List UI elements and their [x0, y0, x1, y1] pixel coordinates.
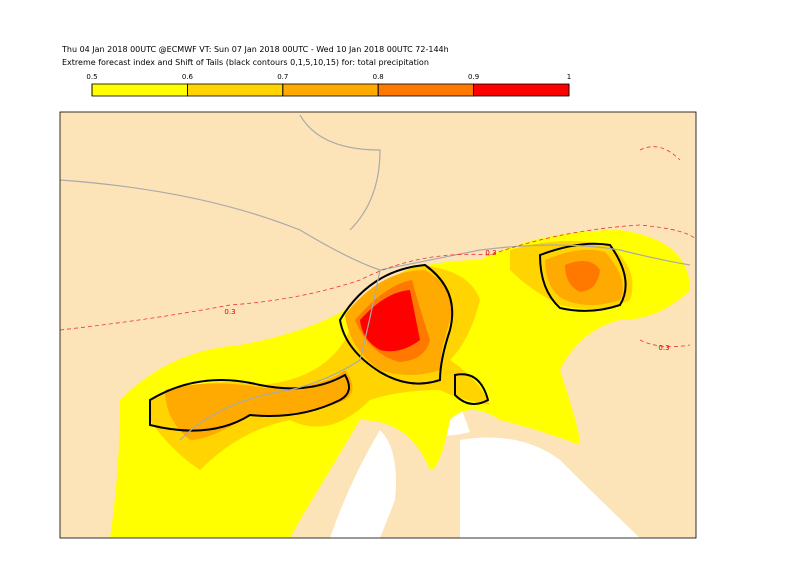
colorbar-segment [186, 83, 284, 97]
colorbar-tick-label: 0.8 [373, 73, 384, 81]
title-line-2: Extreme forecast index and Shift of Tail… [62, 58, 429, 67]
title-line-1: Thu 04 Jan 2018 00UTC @ECMWF VT: Sun 07 … [61, 45, 449, 54]
colorbar-tick-label: 1 [567, 73, 571, 81]
colorbar-segment [91, 83, 188, 97]
sot-contours [149, 242, 627, 432]
contour-label: 0.3 [224, 308, 235, 316]
colorbar-segment [282, 83, 379, 97]
colorbar-tick-label: 0.5 [86, 73, 97, 81]
borders [60, 114, 691, 441]
colorbar-segment [473, 83, 570, 97]
map: 0.3 0.3 0.3 [59, 111, 697, 539]
colorbar-tick-label: 0.6 [182, 73, 194, 81]
contour-label: 0.3 [485, 249, 496, 257]
colorbar-tick-label: 0.7 [277, 73, 288, 81]
colorbar-segment [377, 83, 475, 97]
efi-0.3-contours [60, 146, 696, 348]
map-frame [59, 111, 697, 539]
colorbar: 0.5 0.6 0.7 0.8 0.9 1 [86, 73, 571, 97]
colorbar-tick-label: 0.9 [468, 73, 479, 81]
sea [330, 396, 640, 538]
contour-label: 0.3 [658, 344, 669, 352]
efi-red [360, 290, 420, 352]
